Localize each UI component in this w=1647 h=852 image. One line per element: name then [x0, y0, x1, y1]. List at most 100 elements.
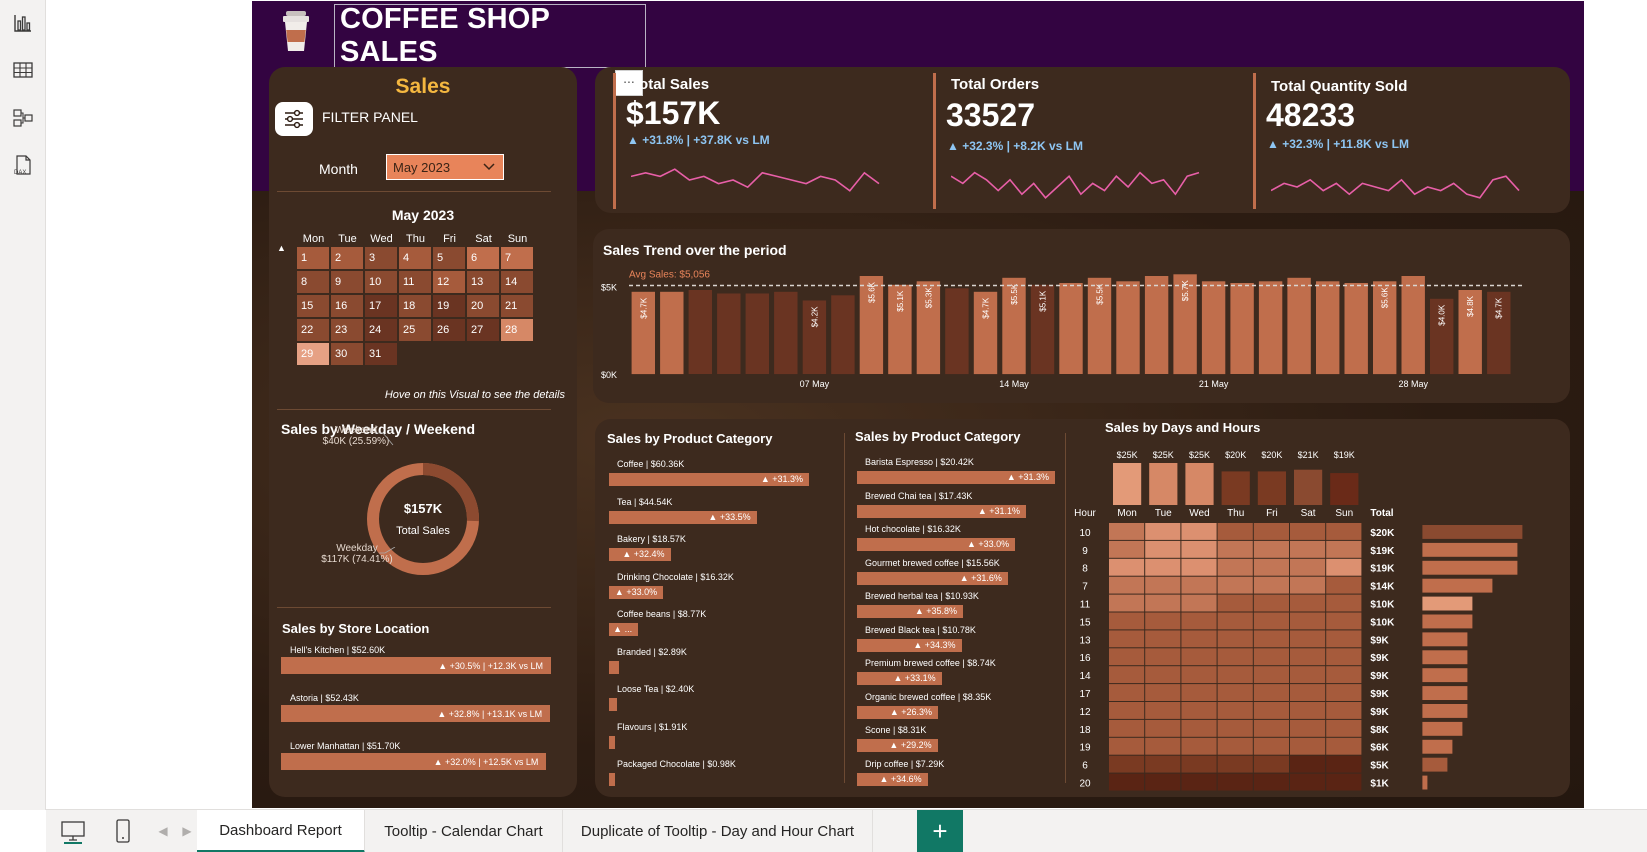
calendar-day[interactable]: 31 [365, 343, 397, 365]
category-bar[interactable]: ▲ +31.3% [857, 471, 1055, 484]
calendar-day[interactable]: 8 [297, 271, 329, 293]
add-page-button[interactable]: + [917, 810, 963, 852]
calendar-day[interactable]: 18 [399, 295, 431, 317]
calendar-day-number: 21 [505, 300, 518, 312]
hour-header: Hour [1074, 508, 1096, 519]
days-hours-heatmap[interactable]: $25KMon$25KTue$25KWed$20KThu$20KFri$21KS… [595, 419, 1570, 797]
page-tab-label: Duplicate of Tooltip - Day and Hour Char… [580, 823, 855, 840]
heatmap-cell [1109, 755, 1145, 773]
store-location-bar[interactable]: ▲ +30.5% | +12.3K vs LM [281, 657, 551, 674]
mobile-layout-icon[interactable] [108, 816, 138, 846]
category-bar[interactable]: ▲ +31.1% [857, 504, 1026, 518]
calendar-day[interactable]: 17 [365, 295, 397, 317]
calendar-day[interactable]: 14 [501, 271, 533, 293]
category-bar[interactable]: ▲ +34.3% [857, 638, 962, 652]
calendar-day-number: 30 [335, 348, 348, 360]
heatmap-cell [1217, 737, 1253, 755]
calendar-day[interactable]: 11 [399, 271, 431, 293]
calendar-day[interactable]: 9 [331, 271, 363, 293]
chevron-left-icon[interactable]: ◀ [158, 824, 168, 838]
calendar-day[interactable]: 28 [501, 319, 533, 341]
category-label: Premium brewed coffee | $8.74K [865, 658, 996, 668]
weekday-weekend-donut[interactable] [361, 457, 485, 581]
divider [277, 607, 551, 608]
calendar-day[interactable]: 4 [399, 247, 431, 269]
desktop-layout-icon[interactable] [58, 816, 88, 846]
divider [844, 433, 845, 783]
calendar-day[interactable]: 5 [433, 247, 465, 269]
hour-total-bar [1422, 578, 1493, 593]
sort-up-icon[interactable]: ▲ [277, 243, 286, 253]
trend-bar [631, 291, 655, 375]
category-bar[interactable]: ▲ +33.0% [609, 585, 664, 599]
heatmap-cell [1253, 737, 1289, 755]
dax-icon[interactable]: DAX [8, 150, 38, 180]
calendar-day[interactable]: 30 [331, 343, 363, 365]
calendar-day[interactable]: 1 [297, 247, 329, 269]
calendar-day[interactable]: 22 [297, 319, 329, 341]
category-bar[interactable]: ▲ +33.5% [609, 510, 757, 524]
calendar-day[interactable]: 7 [501, 247, 533, 269]
category-label: Packaged Chocolate | $0.98K [617, 759, 736, 769]
calendar-day[interactable]: 23 [331, 319, 363, 341]
calendar-day[interactable]: 15 [297, 295, 329, 317]
filter-panel-button[interactable] [275, 102, 313, 136]
category-bar[interactable] [609, 660, 619, 674]
calendar-day[interactable]: 3 [365, 247, 397, 269]
calendar-day[interactable]: 27 [467, 319, 499, 341]
calendar-day[interactable]: 26 [433, 319, 465, 341]
heatmap-cell [1217, 719, 1253, 737]
category-bar[interactable]: ▲ +31.6% [857, 571, 1008, 585]
calendar-day[interactable]: 29 [297, 343, 329, 365]
calendar-day-number: 6 [471, 252, 478, 264]
hour-total-bar [1422, 560, 1518, 575]
category-bar[interactable]: ▲ +33.1% [857, 672, 942, 685]
title-box[interactable]: COFFEE SHOP SALES [334, 3, 646, 68]
calendar-day[interactable]: 13 [467, 271, 499, 293]
month-dropdown-value: May 2023 [393, 159, 451, 175]
category-bar[interactable] [609, 698, 617, 711]
page-tab[interactable]: Duplicate of Tooltip - Day and Hour Char… [563, 810, 873, 852]
calendar-day[interactable]: 6 [467, 247, 499, 269]
calendar-day[interactable]: 2 [331, 247, 363, 269]
bar-chart-icon[interactable] [8, 8, 38, 38]
calendar-day[interactable]: 25 [399, 319, 431, 341]
category-bar[interactable] [609, 773, 615, 786]
category-bar[interactable]: ▲ +35.8% [857, 605, 963, 618]
sales-trend-chart[interactable]: $5K $0K $4.7K $4.2K $5.6K $5.1K $5.3K $4.7K $5.5… [593, 229, 1570, 403]
category-bar[interactable]: ▲ +31.3% [609, 473, 809, 486]
calendar-day[interactable]: 20 [467, 295, 499, 317]
heatmap-cell [1181, 684, 1217, 701]
weekday-leader-line [379, 547, 396, 554]
category-bar[interactable]: ▲ +29.2% [857, 739, 938, 752]
calendar-day[interactable]: 10 [365, 271, 397, 293]
table-icon[interactable] [8, 55, 38, 85]
category-bar[interactable]: ▲ +34.6% [857, 772, 928, 786]
calendar-day[interactable]: 21 [501, 295, 533, 317]
chevron-right-icon[interactable]: ▶ [182, 824, 192, 838]
divider [1065, 433, 1066, 783]
heatmap-cell [1326, 523, 1362, 540]
store-location-bar[interactable]: ▲ +32.0% | +12.5K vs LM [281, 753, 547, 770]
category-bar[interactable] [609, 735, 616, 749]
kpi-title: Total Sales [631, 76, 710, 93]
heatmap-cell [1253, 755, 1289, 773]
category-bar[interactable]: ▲ +26.3% [857, 705, 938, 719]
page-tab[interactable]: Tooltip - Calendar Chart [365, 810, 563, 852]
more-options-button[interactable]: ... [615, 70, 643, 96]
hour-total-bar [1422, 686, 1468, 700]
calendar-day[interactable]: 16 [331, 295, 363, 317]
calendar-day[interactable]: 24 [365, 319, 397, 341]
category-bar[interactable]: ▲ +32.4% [609, 548, 671, 561]
calendar-day[interactable]: 12 [433, 271, 465, 293]
heatmap-cell [1290, 702, 1326, 719]
month-dropdown[interactable]: May 2023 [386, 154, 504, 180]
page-tab[interactable]: Dashboard Report [197, 810, 365, 852]
heatmap-cell [1181, 630, 1217, 648]
category-bar[interactable]: ▲ +33.0% [857, 538, 1016, 551]
kpi-sparkline [631, 168, 880, 192]
store-location-bar[interactable]: ▲ +32.8% | +13.1K vs LM [281, 705, 551, 722]
model-icon[interactable] [8, 103, 38, 133]
category-bar[interactable]: ▲ ... [609, 623, 639, 636]
calendar-day[interactable]: 19 [433, 295, 465, 317]
